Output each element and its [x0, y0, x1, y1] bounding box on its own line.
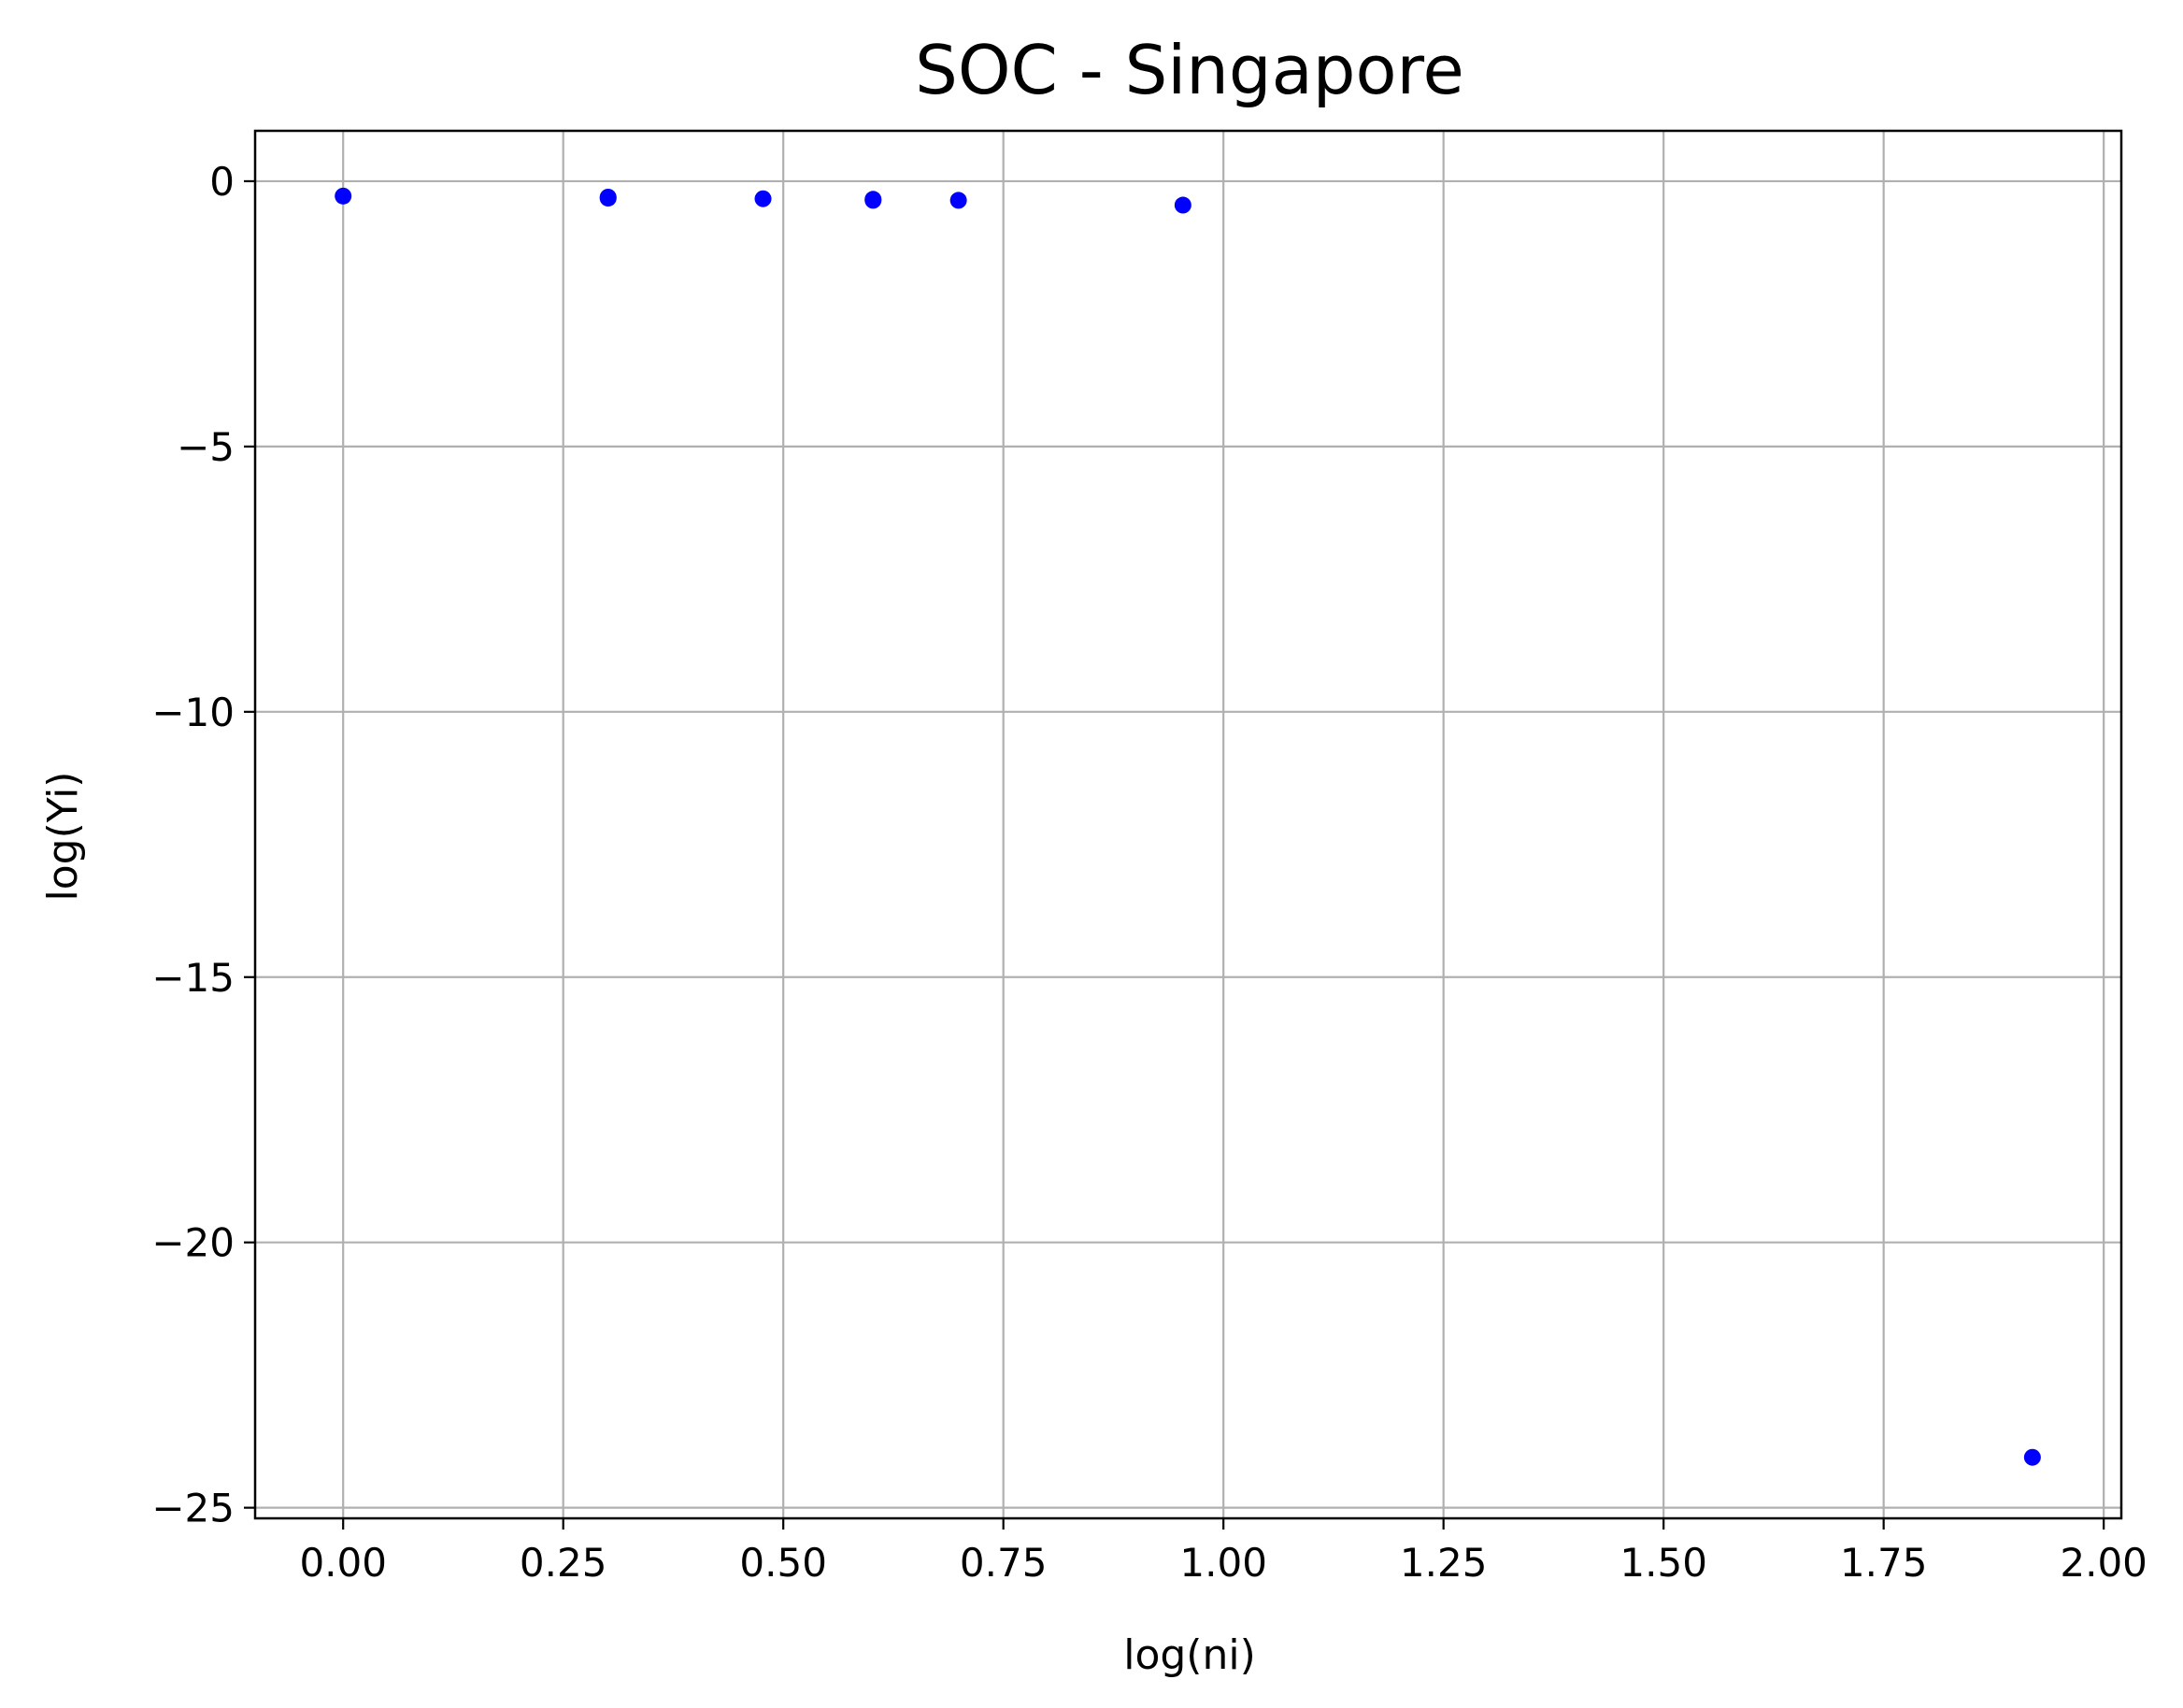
y-tick-label: −5 [177, 424, 235, 470]
y-tick-label: −20 [151, 1220, 235, 1266]
axis-ticks: 0.00 0.25 0.50 0.75 1.00 1.25 1.50 1.75 2.00 0 −5 −… [151, 159, 2147, 1586]
scatter-point [2023, 1448, 2041, 1466]
x-tick-label: 2.00 [2060, 1540, 2147, 1586]
x-tick-label: 0.50 [739, 1540, 827, 1586]
x-tick-label: 0.25 [520, 1540, 607, 1586]
scatter-point [1174, 196, 1191, 214]
scatter-points [335, 187, 2041, 1466]
y-tick-label: 0 [209, 159, 235, 205]
x-tick-label: 1.00 [1179, 1540, 1267, 1586]
y-axis-label: log(Yi) [39, 772, 87, 902]
scatter-point [335, 187, 352, 205]
x-tick-label: 1.75 [1840, 1540, 1928, 1586]
x-axis-label: log(ni) [1123, 1631, 1256, 1679]
scatter-point [754, 190, 772, 207]
x-tick-label: 1.25 [1400, 1540, 1488, 1586]
y-tick-label: −25 [151, 1486, 235, 1531]
x-tick-label: 0.75 [960, 1540, 1048, 1586]
chart-title: SOC - Singapore [915, 31, 1464, 109]
scatter-point [949, 192, 967, 209]
y-tick-label: −15 [151, 955, 235, 1001]
x-tick-label: 1.50 [1619, 1540, 1707, 1586]
scatter-point [864, 192, 882, 209]
scatter-point [599, 190, 617, 207]
y-tick-label: −10 [151, 690, 235, 735]
plot-area-frame [253, 129, 2123, 1520]
x-tick-label: 0.00 [299, 1540, 387, 1586]
grid-lines [255, 131, 2121, 1518]
